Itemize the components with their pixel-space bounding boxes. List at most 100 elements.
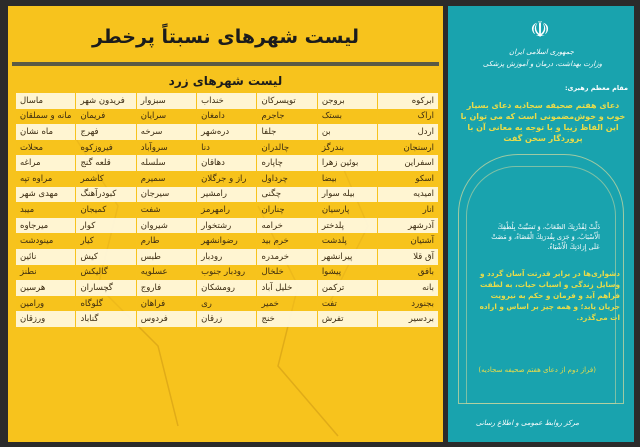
city-cell: بافق [377,264,438,281]
table-row: امیدیه بیله سوار چگنی رامشیر سیرجان کبودرآهنگ… [14,186,438,203]
city-cell: خنداب [196,93,257,109]
city-cell: نائین [14,248,76,265]
leader-label: مقام معظم رهبری: [564,84,628,92]
title-divider [12,62,439,66]
city-cell: آشتیان [377,233,438,249]
city-cell: فردوس [135,311,197,327]
city-cell: فیروزکوه [75,139,137,156]
leader-quote: دعای هفتم صحیفه سجادیه دعای بسیار خوب و … [460,101,626,143]
city-cell: سلسله [135,155,197,171]
city-cell: نطنز [14,264,76,281]
city-cell: سمیرم [135,170,197,187]
city-cell: بیله سوار [316,186,378,203]
city-cell: بندرگز [316,139,378,156]
city-cell: چالدران [256,139,318,156]
city-cell: پارسیان [316,202,378,218]
city-cell: سرایان [135,108,197,125]
gov-line-2: وزارت بهداشت، درمان و آموزش پزشکی [482,60,602,68]
table-row: اردل بن جلفا دره‌شهر سرخه فهرج ماه نشان [14,124,438,140]
city-cell: دهاقان [196,155,257,171]
city-cell: دنا [196,139,257,156]
city-cell: فریدون شهر [75,93,137,109]
prayer-panel: ☫ جمهوری اسلامی ایران وزارت بهداشت، درما… [448,6,634,442]
city-cell: تفرش [316,311,378,327]
table-row: بانه ترکمن خلیل آباد رومشکان فاروج گچساران هرس… [14,280,438,296]
gov-line-1: جمهوری اسلامی ایران [509,48,574,56]
city-cell: فریمان [75,108,137,125]
city-cell: آق قلا [377,248,438,265]
city-cell: خلخال [256,264,318,281]
table-row: اسفراین بوئین زهرا چاپاره دهاقان سلسله قلعه گ… [14,155,438,171]
city-cell: پلدختر [316,217,378,234]
city-cell: زرقان [196,311,257,327]
city-cell: اسفراین [377,155,438,171]
city-cell: امیدیه [377,186,438,203]
city-cell: شیروان [135,217,197,234]
city-cell: سرخه [135,124,197,140]
city-cell: ماه نشان [14,124,76,140]
iran-emblem-icon: ☫ [530,18,550,43]
city-cell: بستک [316,108,378,125]
city-cell: بروجن [316,93,378,109]
city-cell: بیضا [316,170,378,187]
city-cell: مانه و سملقان [14,108,76,125]
city-cell: رضوانشهر [196,233,257,249]
city-cell: خنج [256,311,318,327]
city-cell: قلعه گنج [75,155,137,171]
city-cell: ابرکوه [377,93,438,109]
city-cell: کوار [75,217,137,234]
city-cell: کمیجان [75,202,137,218]
city-cell: پیشوا [316,264,378,281]
city-cell: رامهرمز [196,202,257,218]
city-cell: هرسین [14,280,76,296]
table-row: انار پارسیان چناران رامهرمز شفت کمیجان میبد [14,202,438,218]
city-cell: اسکو [377,170,438,187]
city-cell: مینودشت [14,233,76,249]
city-cell: رشتخوار [196,217,257,234]
city-cell: ری [196,295,257,312]
cities-table: ابرکوه بروجن تویسرکان خنداب سبزوار فریدون شهر… [14,93,438,327]
yellow-cities-panel: لیست شهرهای نسبتاً پرخطر لیست شهرهای زرد… [8,6,443,442]
city-cell: سروآباد [135,139,197,156]
city-cell: بردسیر [377,311,438,327]
table-row: بردسیر تفرش خنج زرقان فردوس گناباد ورزقان [14,311,438,327]
city-cell: ترکمن [316,280,378,296]
city-cell: چناران [256,202,318,218]
arabic-text: ذَلَّتْ لِقُدْرَتِكَ الصِّعَابُ، وَ تَسَ… [491,223,600,251]
city-cell: گناباد [75,311,137,327]
prayer-source: (فراز دوم از دعای هفتم صحیفه سجادیه) [478,366,596,374]
city-cell: چگنی [256,186,318,203]
city-cell: طارم [135,233,197,249]
arch-frame-inner [466,166,616,404]
city-cell: راز و جرگلان [196,170,257,187]
city-cell: سیرجان [135,186,197,203]
city-cell: آذرشهر [377,217,438,234]
city-cell: تویسرکان [256,93,318,109]
city-cell: کیش [75,248,137,265]
city-cell: کیار [75,233,137,249]
city-cell: گچساران [75,280,137,296]
city-cell: بجنورد [377,295,438,312]
city-cell: خرمدره [256,248,318,265]
city-cell: دره‌شهر [196,124,257,140]
city-cell: فاروج [135,280,197,296]
table-row: بافق پیشوا خلخال رودبار جنوب عسلویه گالیکش نطن… [14,264,438,281]
city-cell: رودبار جنوب [196,264,257,281]
city-cell: سبزوار [135,93,197,109]
city-cell: دامغان [196,108,257,125]
city-cell: محلات [14,139,76,156]
city-cell: خلیل آباد [256,280,318,296]
table-row: اسکو بیضا چرداول راز و جرگلان سمیرم کاشمر مراو… [14,170,438,187]
table-row: اراک بستک جاجرم دامغان سرایان فریمان مانه و سم… [14,108,438,125]
list-subtitle: لیست شهرهای زرد [168,74,283,88]
city-cell: جلفا [256,124,318,140]
city-cell: اردل [377,124,438,140]
table-row: آق قلا پیرانشهر خرمدره رودبار طبس کیش نائین [14,248,438,265]
city-cell: جاجرم [256,108,318,125]
table-row: ارسنجان بندرگز چالدران دنا سروآباد فیروزکوه مح… [14,139,438,156]
city-cell: ورامین [14,295,76,312]
city-cell: مراوه تپه [14,170,76,187]
city-cell: مراغه [14,155,76,171]
city-cell: خمیر [256,295,318,312]
city-cell: رومشکان [196,280,257,296]
